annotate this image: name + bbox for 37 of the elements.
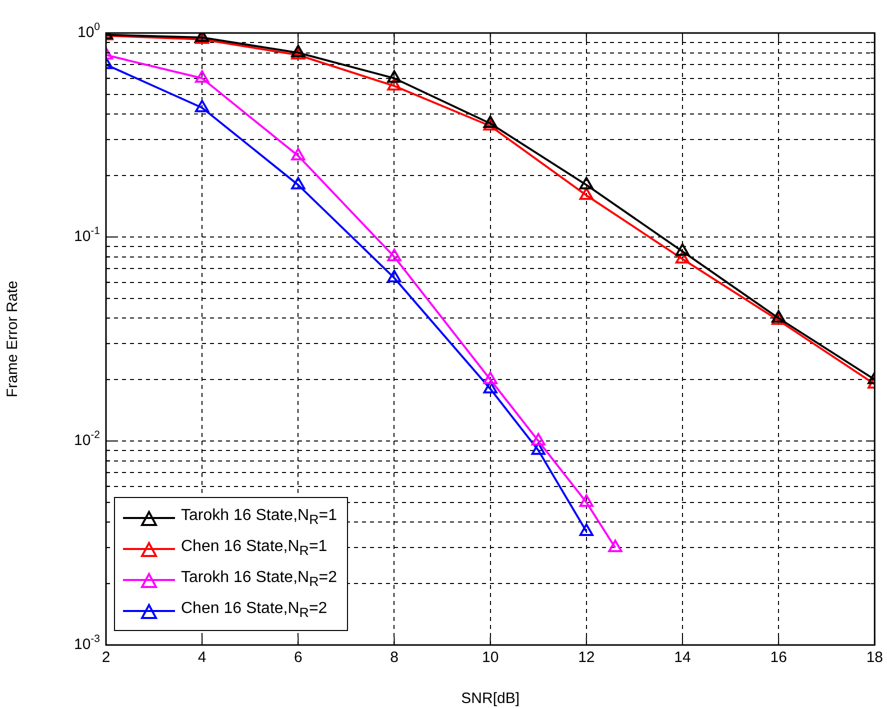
point	[195, 100, 210, 112]
x-tick-label: 6	[294, 649, 302, 666]
point	[579, 494, 594, 507]
point	[483, 380, 498, 394]
point	[387, 248, 402, 262]
legend-label: Chen 16 State,N$_{R}$=1	[181, 538, 328, 559]
point	[291, 148, 306, 160]
point	[387, 270, 402, 282]
point	[579, 176, 594, 190]
legend-label: Chen 16 State,N$_{R}$=2	[181, 600, 328, 621]
point	[291, 176, 306, 190]
point	[483, 118, 498, 131]
point	[387, 78, 402, 90]
point	[531, 433, 546, 446]
point	[291, 47, 306, 60]
legend-label: Tarokh 16 State,N$_{R}$=1	[181, 507, 337, 528]
point	[195, 70, 210, 83]
legend-label: Tarokh 16 State,N$_{R}$=2	[181, 569, 337, 590]
x-tick-label: 4	[198, 649, 206, 666]
x-tick-label: 14	[674, 649, 691, 666]
point	[579, 187, 594, 200]
x-axis-title: SNR[dB]	[461, 690, 520, 708]
x-tick-label: 8	[390, 649, 398, 666]
x-tick-label: 16	[770, 649, 787, 666]
point	[675, 243, 690, 256]
x-tick-label: 2	[102, 649, 110, 666]
point	[675, 251, 690, 264]
y-axis-title: Frame Error Rate	[4, 280, 22, 398]
point	[531, 442, 546, 455]
point	[387, 70, 402, 83]
x-tick-label: 12	[578, 649, 595, 666]
x-tick-label: 18	[866, 649, 883, 666]
point	[608, 540, 622, 552]
x-tick-label: 10	[482, 649, 499, 666]
point	[579, 524, 594, 536]
point	[291, 44, 306, 58]
point	[483, 372, 498, 384]
